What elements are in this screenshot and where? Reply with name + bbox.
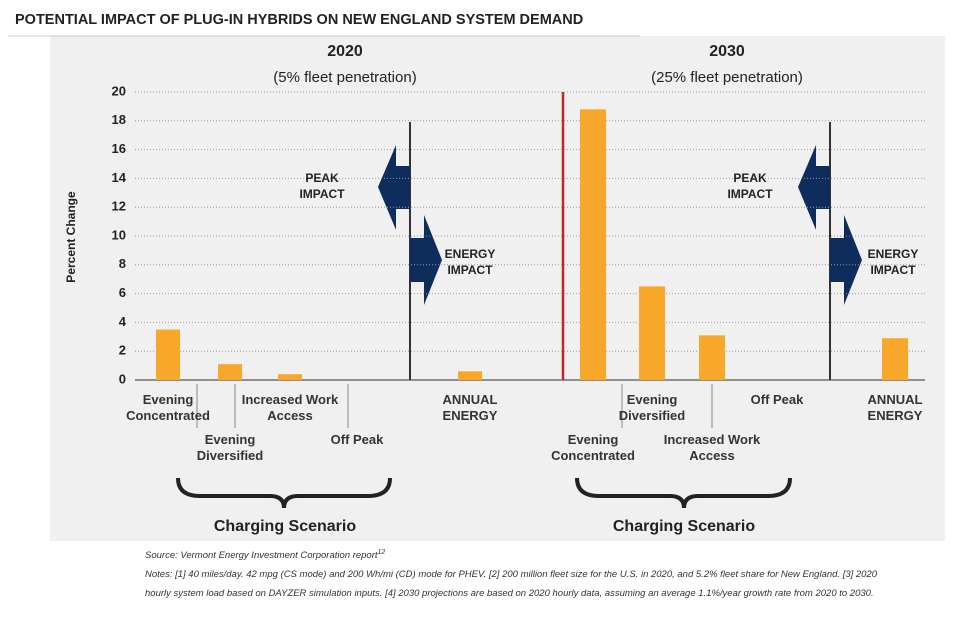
x-tick-label-box: Increased Work Access: [241, 392, 339, 423]
x-tick-label: ANNUAL ENERGY: [442, 392, 498, 423]
source-ref: 12: [377, 549, 386, 556]
label-separators: [196, 384, 713, 428]
bar: [639, 286, 665, 380]
annotation-box: ENERGY IMPACT: [444, 247, 496, 277]
x-tick-label: Increased Work Access: [241, 392, 339, 423]
notes-text: Notes: [1] 40 miles/day. 42 mpg (CS mode…: [145, 569, 878, 600]
energy-arrow: [830, 215, 862, 305]
bar: [882, 338, 908, 380]
x-tick-label: Off Peak: [330, 432, 384, 447]
energy-arrow: [410, 215, 442, 305]
y-tick-label: 16: [112, 141, 126, 156]
y-tick-label: 2: [119, 343, 126, 358]
x-tick-label-box: Evening Concentrated: [551, 432, 635, 463]
x-tick-label: Off Peak: [750, 392, 804, 407]
annotation: ENERGY IMPACT: [867, 247, 919, 277]
y-tick-label: 8: [119, 256, 126, 271]
y-tick-label: 4: [119, 314, 127, 329]
x-tick-label-box: Evening Diversified: [196, 432, 264, 463]
x-tick-label-box: Off Peak: [750, 392, 804, 407]
source: Source: Vermont Energy Investment Corpor…: [145, 550, 378, 562]
brace: [176, 477, 392, 509]
group-label: Charging Scenario: [613, 518, 755, 535]
x-tick-label: Evening Diversified: [196, 432, 264, 463]
x-tick-label-box: ANNUAL ENERGY: [867, 392, 923, 423]
bar: [699, 335, 725, 380]
y-tick-label: 12: [112, 199, 126, 214]
y-tick-label: 18: [112, 112, 126, 127]
panel-title: 2030: [709, 43, 745, 60]
x-tick-label-box: Evening Concentrated: [126, 392, 210, 423]
y-tick-label: 14: [112, 170, 127, 185]
panel-background: [50, 36, 945, 541]
x-tick-label: Increased Work Access: [663, 432, 761, 463]
brace: [575, 477, 792, 509]
bar: [458, 371, 482, 380]
annotation: ENERGY IMPACT: [444, 247, 496, 277]
x-tick-label: ANNUAL ENERGY: [867, 392, 923, 423]
peak-arrow: [378, 145, 410, 230]
peak-arrow: [798, 145, 830, 230]
x-tick-label-box: Evening Diversified: [618, 392, 686, 423]
bar: [580, 109, 606, 380]
bar: [218, 364, 242, 380]
panel-title: 2020: [327, 43, 363, 60]
y-tick-label: 0: [119, 371, 126, 386]
x-tick-label-box: Increased Work Access: [663, 432, 761, 463]
y-tick-label: 20: [112, 83, 126, 98]
panel-subtitle: (25% fleet penetration): [651, 69, 803, 86]
y-tick-label: 10: [112, 227, 126, 242]
notes-box: Source: Vermont Energy Investment Corpor…: [145, 543, 885, 603]
annotation: PEAK IMPACT: [299, 171, 345, 201]
bar: [278, 374, 302, 380]
y-tick-label: 6: [119, 285, 126, 300]
bar: [156, 329, 180, 380]
group-label: Charging Scenario: [214, 518, 356, 535]
x-tick-label: Evening Concentrated: [126, 392, 210, 423]
panel-subtitle: (5% fleet penetration): [273, 69, 416, 86]
x-tick-label: Evening Concentrated: [551, 432, 635, 463]
x-tick-label-box: ANNUAL ENERGY: [442, 392, 498, 423]
notes: Source: Vermont Energy Investment Corpor…: [145, 543, 885, 603]
x-tick-label: Evening Diversified: [618, 392, 686, 423]
annotation: PEAK IMPACT: [727, 171, 773, 201]
annotation-box: ENERGY IMPACT: [867, 247, 919, 277]
x-tick-label-box: Off Peak: [330, 432, 384, 447]
chart-title: POTENTIAL IMPACT OF PLUG-IN HYBRIDS ON N…: [15, 12, 583, 28]
annotation-box: PEAK IMPACT: [299, 171, 345, 201]
annotation-box: PEAK IMPACT: [727, 171, 773, 201]
y-axis-label: Percent Change: [64, 191, 78, 283]
source-line: Source: Vermont Energy Investment Corpor…: [145, 543, 885, 565]
